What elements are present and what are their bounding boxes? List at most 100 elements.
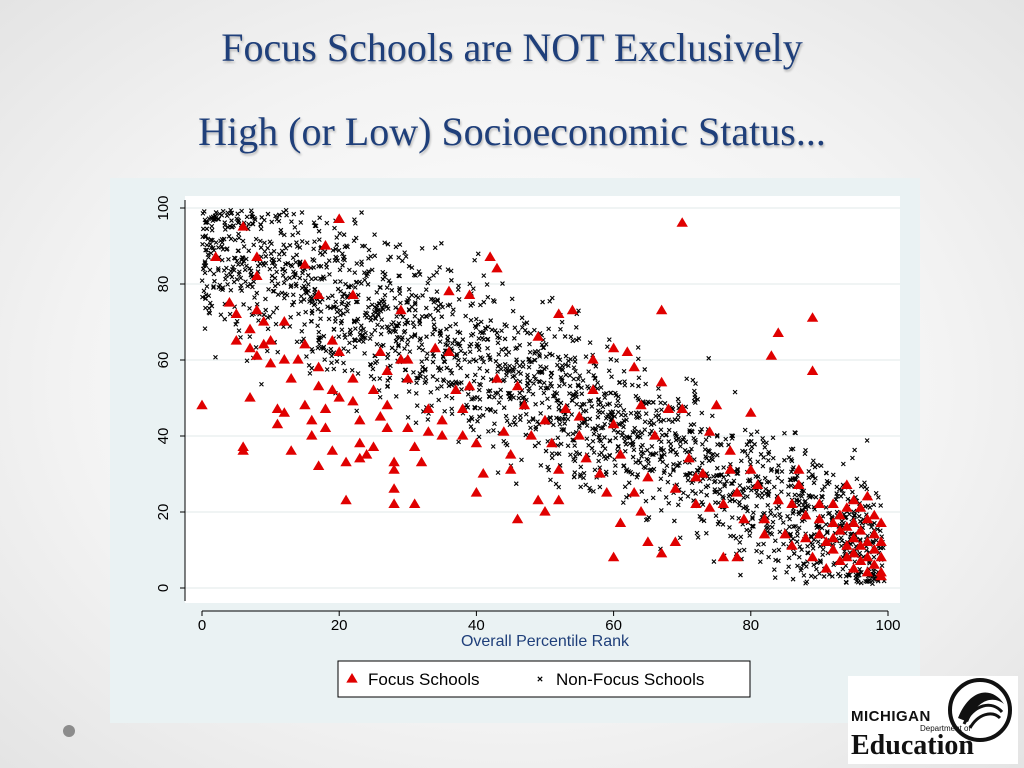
point-focus — [662, 403, 675, 413]
point-non-focus — [811, 480, 817, 486]
point-non-focus — [678, 496, 684, 502]
point-non-focus — [653, 450, 659, 456]
point-non-focus — [501, 405, 507, 411]
point-non-focus — [622, 484, 628, 490]
point-non-focus — [680, 437, 686, 443]
point-focus — [724, 464, 736, 474]
point-non-focus — [643, 498, 649, 504]
point-non-focus — [541, 390, 547, 396]
point-non-focus — [386, 257, 391, 263]
point-non-focus — [626, 480, 632, 486]
point-non-focus — [523, 432, 529, 438]
point-non-focus — [555, 435, 561, 441]
point-non-focus — [470, 301, 476, 306]
point-non-focus — [464, 373, 470, 379]
point-non-focus — [202, 259, 208, 265]
x-tick-label: 40 — [468, 617, 485, 634]
point-non-focus — [396, 343, 401, 349]
point-non-focus — [515, 329, 521, 335]
point-non-focus — [317, 215, 323, 221]
point-non-focus — [533, 424, 539, 430]
point-non-focus — [533, 401, 538, 407]
point-non-focus — [300, 267, 306, 273]
point-non-focus — [548, 415, 554, 421]
point-non-focus — [385, 383, 391, 389]
seal-icon — [948, 678, 1012, 742]
point-non-focus — [549, 383, 555, 389]
point-non-focus — [790, 576, 796, 582]
point-non-focus — [681, 490, 686, 496]
point-focus — [614, 517, 627, 527]
point-non-focus — [568, 452, 573, 458]
point-non-focus — [485, 352, 491, 358]
point-non-focus — [358, 323, 364, 329]
point-non-focus — [219, 240, 225, 245]
point-non-focus — [243, 279, 248, 285]
point-non-focus — [660, 459, 666, 465]
point-non-focus — [559, 427, 565, 432]
point-non-focus — [565, 416, 571, 422]
point-non-focus — [726, 493, 732, 499]
point-non-focus — [200, 241, 205, 247]
point-non-focus — [236, 271, 242, 277]
point-non-focus — [266, 286, 271, 292]
point-non-focus — [604, 344, 610, 350]
point-non-focus — [342, 335, 348, 341]
point-non-focus — [434, 377, 440, 383]
point-focus — [319, 240, 332, 250]
point-non-focus — [265, 245, 271, 251]
point-non-focus — [345, 244, 350, 250]
point-non-focus — [697, 429, 703, 435]
point-non-focus — [325, 295, 331, 301]
point-non-focus — [406, 286, 412, 292]
point-non-focus — [472, 404, 477, 410]
point-non-focus — [658, 445, 664, 451]
point-focus — [251, 270, 263, 280]
point-non-focus — [236, 235, 242, 241]
point-non-focus — [334, 309, 340, 315]
point-non-focus — [368, 317, 374, 323]
point-non-focus — [659, 407, 664, 413]
point-non-focus — [695, 468, 701, 473]
point-non-focus — [671, 461, 676, 467]
point-non-focus — [513, 422, 518, 427]
point-focus — [360, 449, 373, 459]
point-non-focus — [351, 238, 357, 244]
point-non-focus — [621, 463, 626, 469]
point-non-focus — [614, 358, 619, 363]
point-non-focus — [466, 418, 472, 423]
point-non-focus — [693, 440, 698, 445]
point-non-focus — [453, 321, 459, 327]
point-non-focus — [576, 336, 582, 341]
point-non-focus — [201, 288, 207, 294]
point-non-focus — [871, 502, 877, 508]
point-non-focus — [277, 212, 283, 218]
point-non-focus — [797, 498, 802, 504]
point-non-focus — [425, 417, 431, 422]
point-non-focus — [759, 490, 765, 496]
point-focus — [786, 498, 798, 508]
point-non-focus — [352, 270, 358, 275]
point-non-focus — [730, 481, 735, 486]
point-non-focus — [356, 338, 362, 344]
point-non-focus — [322, 276, 327, 281]
point-non-focus — [822, 484, 827, 489]
point-focus — [868, 559, 880, 569]
point-non-focus — [794, 539, 800, 545]
point-non-focus — [838, 493, 844, 499]
point-non-focus — [609, 374, 614, 380]
point-non-focus — [476, 434, 482, 440]
point-non-focus — [287, 242, 293, 248]
point-non-focus — [602, 446, 608, 452]
point-non-focus — [770, 519, 776, 525]
point-non-focus — [741, 505, 746, 511]
point-focus — [196, 399, 208, 410]
point-non-focus — [485, 337, 490, 343]
point-focus — [861, 536, 874, 546]
point-non-focus — [204, 226, 210, 232]
point-non-focus — [397, 291, 403, 297]
point-non-focus — [393, 338, 399, 344]
point-non-focus — [246, 248, 252, 254]
point-non-focus — [526, 419, 532, 424]
point-non-focus — [549, 295, 555, 301]
